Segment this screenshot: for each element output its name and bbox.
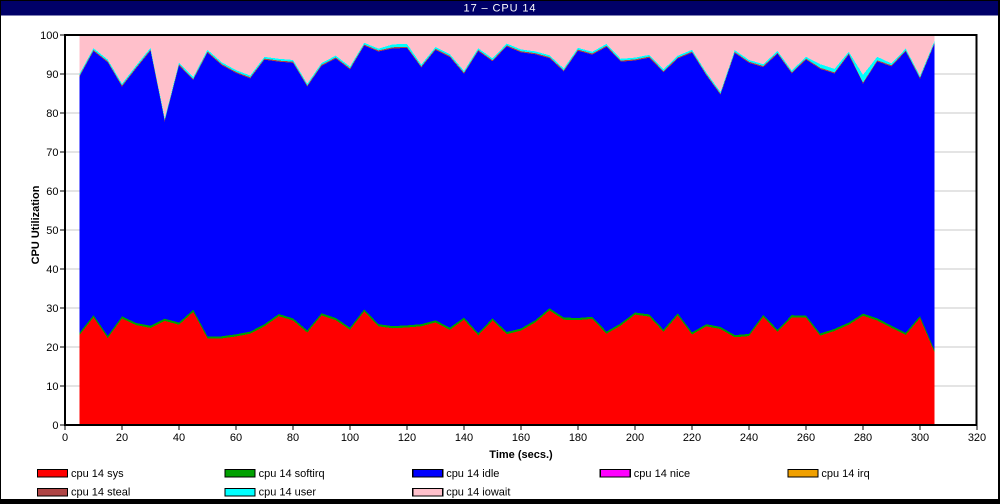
svg-text:30: 30 [46, 303, 58, 315]
svg-text:cpu 14 idle: cpu 14 idle [446, 468, 499, 480]
svg-text:0: 0 [62, 432, 68, 444]
svg-text:320: 320 [968, 432, 986, 444]
svg-text:60: 60 [230, 432, 242, 444]
svg-text:280: 280 [854, 432, 872, 444]
svg-text:17 – CPU 14: 17 – CPU 14 [464, 2, 537, 14]
svg-text:0: 0 [52, 420, 58, 432]
svg-text:160: 160 [512, 432, 530, 444]
svg-text:220: 220 [683, 432, 701, 444]
svg-text:cpu 14 iowait: cpu 14 iowait [446, 487, 510, 499]
svg-text:120: 120 [398, 432, 416, 444]
svg-text:Time (secs.): Time (secs.) [489, 449, 553, 461]
svg-text:cpu 14 softirq: cpu 14 softirq [259, 468, 325, 480]
svg-text:10: 10 [46, 381, 58, 393]
svg-text:80: 80 [46, 108, 58, 120]
svg-text:40: 40 [173, 432, 185, 444]
svg-text:cpu 14 sys: cpu 14 sys [71, 468, 124, 480]
svg-text:50: 50 [46, 225, 58, 237]
svg-text:100: 100 [341, 432, 359, 444]
svg-text:70: 70 [46, 147, 58, 159]
svg-text:140: 140 [455, 432, 473, 444]
svg-text:cpu 14 steal: cpu 14 steal [71, 487, 130, 499]
svg-text:CPU Utilization: CPU Utilization [30, 185, 42, 264]
svg-text:240: 240 [740, 432, 758, 444]
svg-text:cpu 14 nice: cpu 14 nice [634, 468, 690, 480]
svg-text:300: 300 [911, 432, 929, 444]
svg-text:200: 200 [626, 432, 644, 444]
svg-text:20: 20 [46, 342, 58, 354]
svg-text:260: 260 [797, 432, 815, 444]
svg-text:20: 20 [116, 432, 128, 444]
svg-text:90: 90 [46, 69, 58, 81]
svg-text:40: 40 [46, 264, 58, 276]
svg-text:180: 180 [569, 432, 587, 444]
svg-text:cpu 14 irq: cpu 14 irq [821, 468, 869, 480]
svg-text:60: 60 [46, 186, 58, 198]
svg-text:80: 80 [287, 432, 299, 444]
svg-text:100: 100 [40, 30, 58, 42]
svg-text:cpu 14 user: cpu 14 user [259, 487, 317, 499]
